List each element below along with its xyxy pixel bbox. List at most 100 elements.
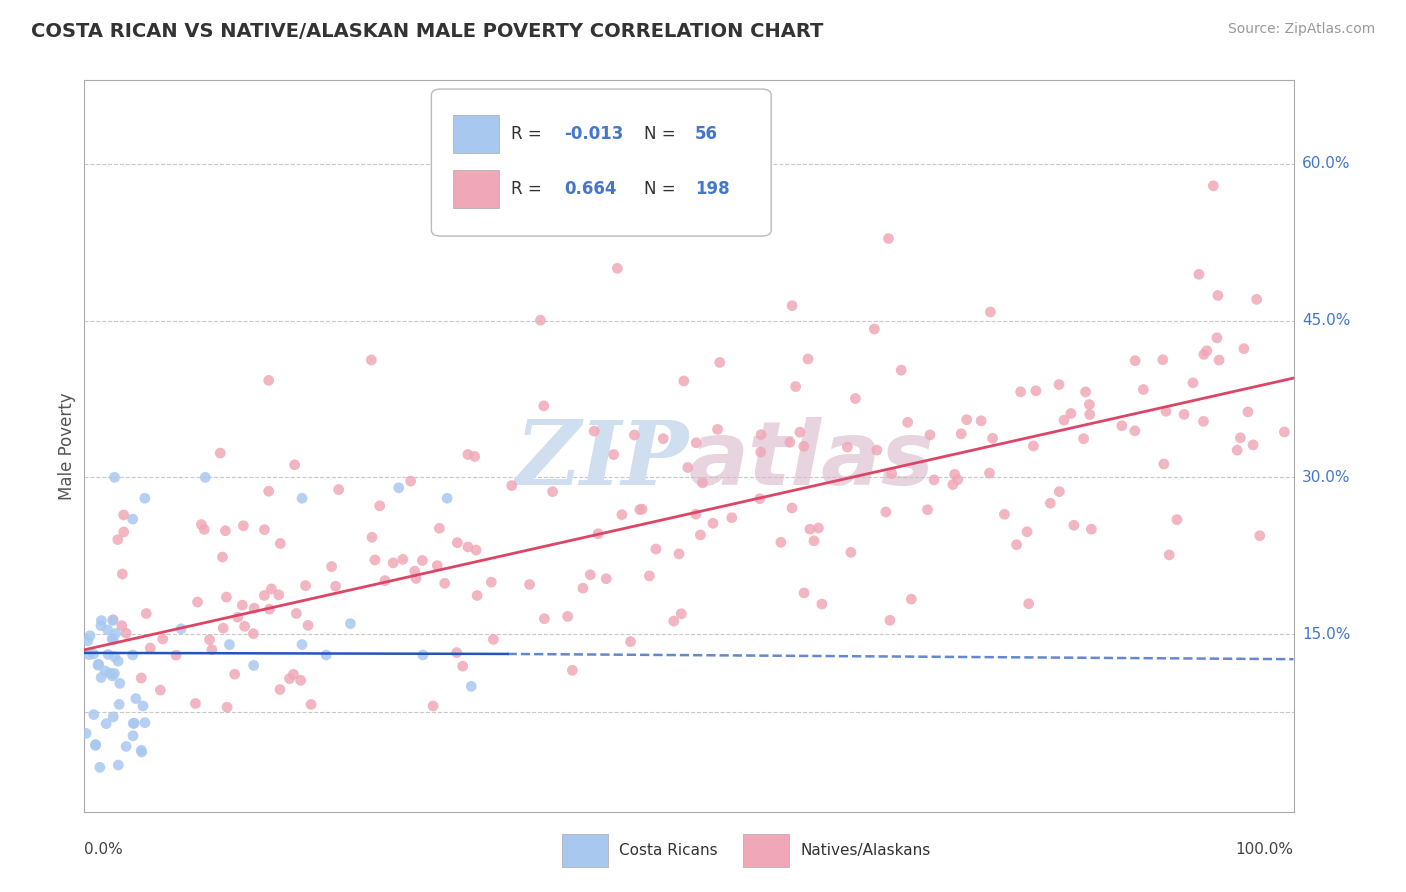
Point [328, 483, 350, 497]
Point [101, 614, 124, 628]
Point [457, 540, 479, 554]
Point [533, 399, 555, 413]
Point [839, 545, 862, 559]
Point [464, 450, 486, 464]
Point [426, 558, 449, 573]
Point [77, 648, 100, 662]
Point [879, 613, 901, 627]
Point [702, 516, 724, 531]
Point [671, 607, 693, 621]
Point [970, 414, 993, 428]
Point [572, 581, 595, 595]
Point [232, 518, 254, 533]
Text: 198: 198 [695, 179, 730, 197]
Point [1154, 404, 1177, 418]
Point [866, 443, 889, 458]
Point [1073, 432, 1095, 446]
Point [780, 299, 803, 313]
Text: 100.0%: 100.0% [1236, 842, 1294, 857]
Point [1166, 513, 1188, 527]
Point [900, 592, 922, 607]
Point [1053, 413, 1076, 427]
Point [75, 726, 97, 740]
Point [685, 435, 707, 450]
Point [1208, 353, 1230, 368]
Point [186, 595, 208, 609]
Point [436, 491, 458, 506]
Point [243, 601, 266, 615]
Point [1025, 384, 1047, 398]
Point [76, 633, 98, 648]
Point [121, 512, 143, 526]
Point [446, 646, 468, 660]
Point [880, 467, 903, 481]
Point [132, 698, 155, 713]
Point [103, 666, 125, 681]
Point [1047, 377, 1070, 392]
Point [457, 448, 479, 462]
Point [1074, 384, 1097, 399]
Point [595, 572, 617, 586]
Point [837, 440, 859, 454]
Point [84, 739, 107, 753]
Point [638, 569, 661, 583]
Point [479, 575, 502, 590]
Point [1063, 518, 1085, 533]
Point [811, 597, 834, 611]
Point [412, 648, 434, 662]
Point [482, 632, 505, 647]
Point [399, 474, 422, 488]
Point [541, 484, 564, 499]
Point [1233, 342, 1256, 356]
Point [422, 698, 444, 713]
Point [125, 691, 148, 706]
Point [284, 458, 307, 472]
Point [233, 619, 256, 633]
Point [1010, 384, 1032, 399]
Point [83, 707, 105, 722]
Text: Costa Ricans: Costa Ricans [619, 843, 717, 858]
Point [1005, 538, 1028, 552]
Point [692, 475, 714, 490]
Point [97, 648, 120, 662]
Point [382, 556, 405, 570]
Point [433, 576, 456, 591]
Point [993, 508, 1015, 522]
Point [465, 543, 488, 558]
Point [231, 598, 253, 612]
Point [111, 567, 134, 582]
Point [946, 473, 969, 487]
Point [623, 428, 645, 442]
Point [101, 632, 124, 646]
Point [108, 698, 131, 712]
Point [131, 745, 153, 759]
Point [1015, 524, 1038, 539]
Point [1246, 293, 1268, 307]
Point [844, 392, 866, 406]
Point [299, 698, 322, 712]
Point [890, 363, 912, 377]
Point [877, 231, 900, 245]
Point [83, 647, 105, 661]
Point [87, 658, 110, 673]
Point [668, 547, 690, 561]
Point [149, 683, 172, 698]
Point [291, 491, 314, 506]
Point [942, 477, 965, 491]
Point [956, 413, 979, 427]
Point [107, 654, 129, 668]
Point [793, 439, 815, 453]
Point [170, 622, 193, 636]
Point [1192, 347, 1215, 361]
Point [193, 523, 215, 537]
Point [89, 760, 111, 774]
Point [184, 697, 207, 711]
Text: COSTA RICAN VS NATIVE/ALASKAN MALE POVERTY CORRELATION CHART: COSTA RICAN VS NATIVE/ALASKAN MALE POVER… [31, 22, 824, 41]
Point [135, 607, 157, 621]
Point [1206, 331, 1229, 345]
Point [211, 549, 233, 564]
Point [1226, 443, 1249, 458]
Point [610, 508, 633, 522]
Point [1111, 418, 1133, 433]
Point [780, 500, 803, 515]
